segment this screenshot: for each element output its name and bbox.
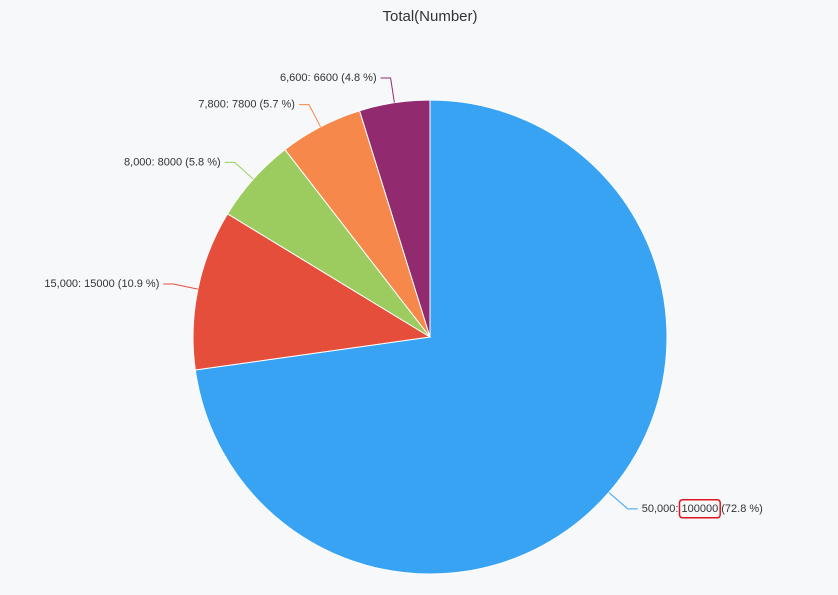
leader-line [608,492,638,510]
leader-line [224,161,254,180]
highlight-box [678,499,721,519]
data-label: 6,600: 6600 (4.8 %) [280,72,377,84]
leader-line [163,283,198,290]
data-label: 50,000: 100000 (72.8 %) [642,503,763,515]
data-label: 7,800: 7800 (5.7 %) [198,99,295,111]
pie-slice [192,213,432,371]
chart-title: Total(Number) [382,8,477,25]
pie-slice [194,99,668,575]
data-label: 8,000: 8000 (5.8 %) [124,156,221,168]
leader-line [298,104,321,128]
leader-line [380,77,395,103]
pie-slice [358,99,431,338]
data-label: 15,000: 15000 (10.9 %) [44,278,159,290]
